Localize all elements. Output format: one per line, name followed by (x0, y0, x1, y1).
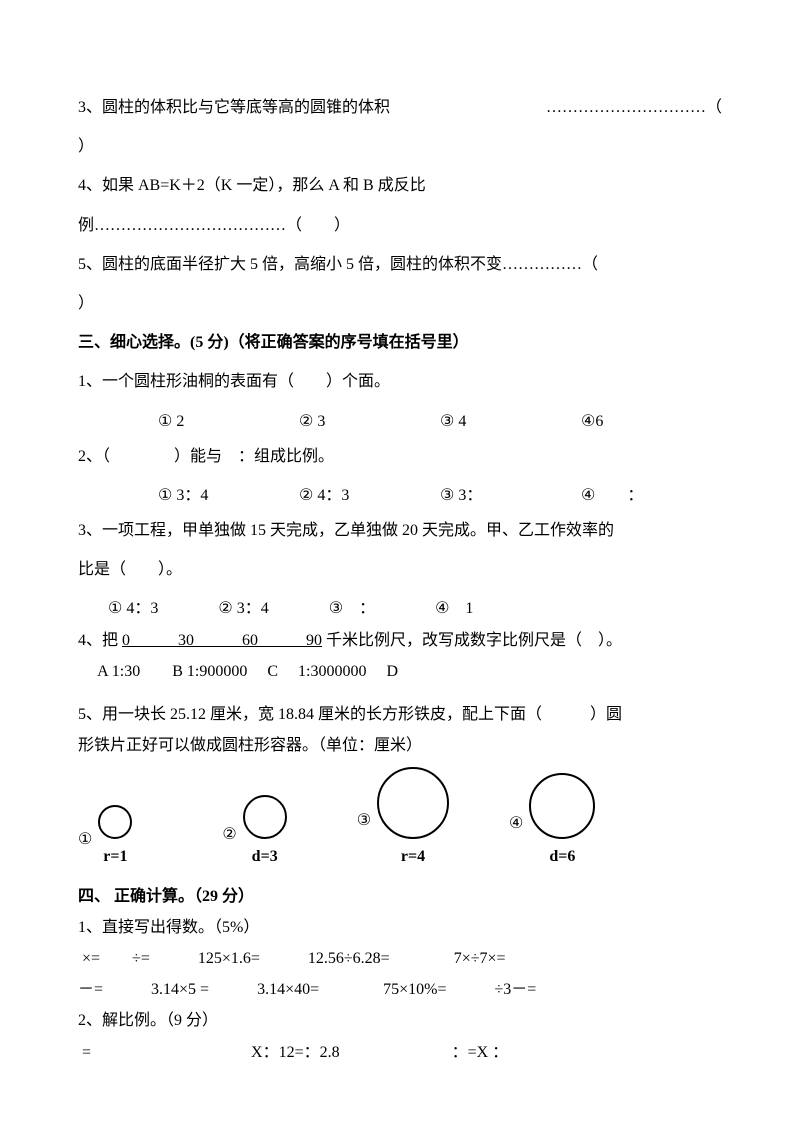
circle-label-1: r=1 (103, 839, 127, 874)
circle-label-2: d=3 (252, 839, 278, 874)
circle-num-1: ① (78, 822, 92, 857)
s3-q3-choices: ① 4：3 ② 3：4 ③ ： ④ 1 (78, 591, 722, 626)
s3-q4-text: 4、把 0 30 60 90 千米比例尺，改写成数字比例尺是（ ）。 (78, 627, 722, 654)
circle-num-3: ③ (357, 803, 371, 838)
circle-num-2: ② (222, 817, 236, 852)
s3-q3-c3: ③ ： (329, 591, 375, 626)
tf-q5-text: 5、圆柱的底面半径扩大 5 倍，高缩小 5 倍，圆柱的体积不变……………（ (78, 256, 598, 273)
circle-shape-3 (377, 767, 449, 839)
s3-q4-choices: A 1:30 B 1:900000 C 1:3000000 D (78, 658, 722, 685)
s3-q4-pre: 4、把 (78, 632, 122, 649)
tf-q4-line1: 4、如果 AB=K＋2（K 一定），那么 A 和 B 成反比 (78, 168, 722, 203)
s3-q1-c1: ① 2 (158, 404, 299, 439)
s3-q3-c4: ④ 1 (435, 591, 473, 626)
s3-q2-text: 2、（ ）能与 ：组成比例。 (78, 439, 722, 474)
s3-q2-c2: ② 4：3 (299, 478, 440, 513)
s3-q5-l1: 5、用一块长 25.12 厘米，宽 18.84 厘米的长方形铁皮，配上下面（ ）… (78, 701, 722, 728)
s3-q2-c3: ③ 3： (440, 478, 581, 513)
s3-q3-c2: ② 3：4 (218, 591, 268, 626)
s4-q2-h: 2、解比例。（9 分） (78, 1007, 722, 1034)
circle-block-4: d=6 (529, 773, 595, 874)
tf-q3-text: 3、圆柱的体积比与它等底等高的圆锥的体积 (78, 99, 390, 116)
tf-q3-dots: …………………………（ (546, 90, 722, 125)
s3-q4-post: 千米比例尺，改写成数字比例尺是（ ）。 (322, 632, 622, 649)
s3-q5-l2: 形铁片正好可以做成圆柱形容器。（单位：厘米） (78, 732, 722, 759)
s3-q1-c4: ④6 (581, 404, 722, 439)
tf-q5-line1: 5、圆柱的底面半径扩大 5 倍，高缩小 5 倍，圆柱的体积不变……………（ (78, 247, 722, 282)
s4-q1-l2: －= 3.14×5 = 3.14×40= 75×10%= ÷3－= (78, 976, 722, 1003)
s4-q1-l1: ×= ÷= 125×1.6= 12.56÷6.28= 7×÷7×= (78, 945, 722, 972)
s3-q2-choices: ① 3：4 ② 4：3 ③ 3： ④ ： (78, 478, 722, 513)
s3-q2-c4: ④ ： (581, 478, 722, 513)
tf-q4-line2: 例………………………………（ ） (78, 208, 722, 243)
tf-q5-close: ） (78, 286, 722, 321)
s4-q1-h: 1、直接写出得数。（5%） (78, 914, 722, 941)
circle-label-3: r=4 (401, 839, 425, 874)
spacer (78, 689, 722, 701)
circle-block-3: r=4 (377, 767, 449, 874)
circle-option-2: ② d=3 (222, 795, 286, 874)
circle-option-1: ① r=1 (78, 805, 132, 874)
s3-q2-c1: ① 3：4 (158, 478, 299, 513)
circle-shape-1 (98, 805, 132, 839)
s3-q3-l1: 3、一项工程，甲单独做 15 天完成，乙单独做 20 天完成。甲、乙工作效率的 (78, 513, 722, 548)
circle-option-4: ④ d=6 (509, 773, 595, 874)
circles-row: ① r=1 ② d=3 ③ r=4 ④ d=6 (78, 767, 722, 874)
circle-num-4: ④ (509, 806, 523, 841)
s3-q1-c3: ③ 4 (440, 404, 581, 439)
s3-q3-c1: ① 4：3 (108, 591, 158, 626)
circle-label-4: d=6 (549, 839, 575, 874)
circle-option-3: ③ r=4 (357, 767, 449, 874)
circle-shape-4 (529, 773, 595, 839)
tf-q3-line1: 3、圆柱的体积比与它等底等高的圆锥的体积 …………………………（ (78, 90, 722, 125)
circle-block-2: d=3 (243, 795, 287, 874)
circle-shape-2 (243, 795, 287, 839)
s3-q1-c2: ② 3 (299, 404, 440, 439)
tf-q3-close: ） (78, 129, 722, 164)
s3-q1-text: 1、一个圆柱形油桐的表面有（ ）个面。 (78, 364, 722, 399)
s3-q3-l2: 比是（ ）。 (78, 552, 722, 587)
s4-q2-l: = X：12=：2.8 ：=X ： (78, 1039, 722, 1066)
s3-q4-scale: 0 30 60 90 (122, 632, 322, 649)
section-4-title: 四、 正确计算。（29 分） (78, 883, 722, 910)
section-3-title: 三、细心选择。(5 分)（将正确答案的序号填在括号里） (78, 325, 722, 360)
circle-block-1: r=1 (98, 805, 132, 874)
s3-q1-choices: ① 2 ② 3 ③ 4 ④6 (78, 404, 722, 439)
